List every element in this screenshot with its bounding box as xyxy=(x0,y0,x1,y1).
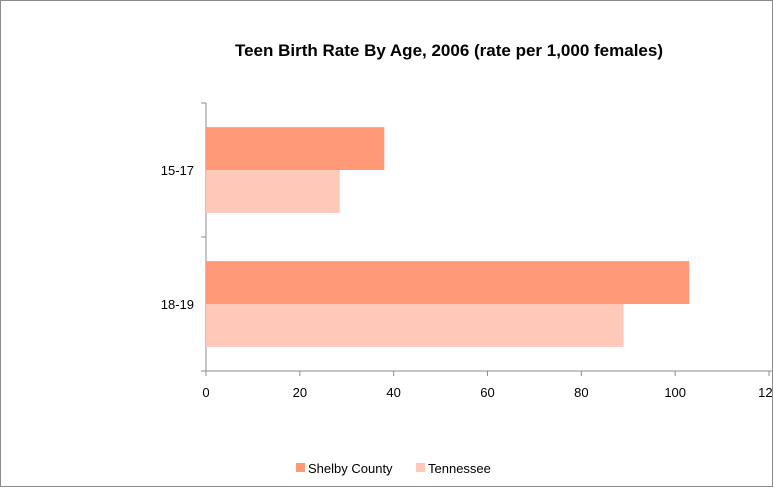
plot-area: 15-17 18-19 0 20 40 60 80 100 120 xyxy=(161,102,773,400)
y-tick-label: 15-17 xyxy=(161,163,194,178)
bar-shelby-county-18-19 xyxy=(206,261,690,304)
legend-label-shelby-county: Shelby County xyxy=(308,461,393,476)
x-tick-label: 60 xyxy=(480,385,494,400)
x-tick-label: 20 xyxy=(293,385,307,400)
x-tick-label: 120 xyxy=(758,385,773,400)
bar-shelby-county-15-17 xyxy=(206,127,385,170)
legend-label-tennessee: Tennessee xyxy=(428,461,491,476)
bar-tennessee-18-19 xyxy=(206,304,624,347)
x-tick-label: 100 xyxy=(664,385,686,400)
x-tick-label: 40 xyxy=(386,385,400,400)
legend-swatch-tennessee xyxy=(416,463,425,472)
x-tick-label: 80 xyxy=(574,385,588,400)
bar-tennessee-15-17 xyxy=(206,170,340,213)
x-tick-label: 0 xyxy=(202,385,209,400)
chart-title: Teen Birth Rate By Age, 2006 (rate per 1… xyxy=(235,41,663,60)
legend: Shelby County Tennessee xyxy=(296,461,491,476)
y-tick-label: 18-19 xyxy=(161,297,194,312)
legend-swatch-shelby-county xyxy=(296,463,305,472)
